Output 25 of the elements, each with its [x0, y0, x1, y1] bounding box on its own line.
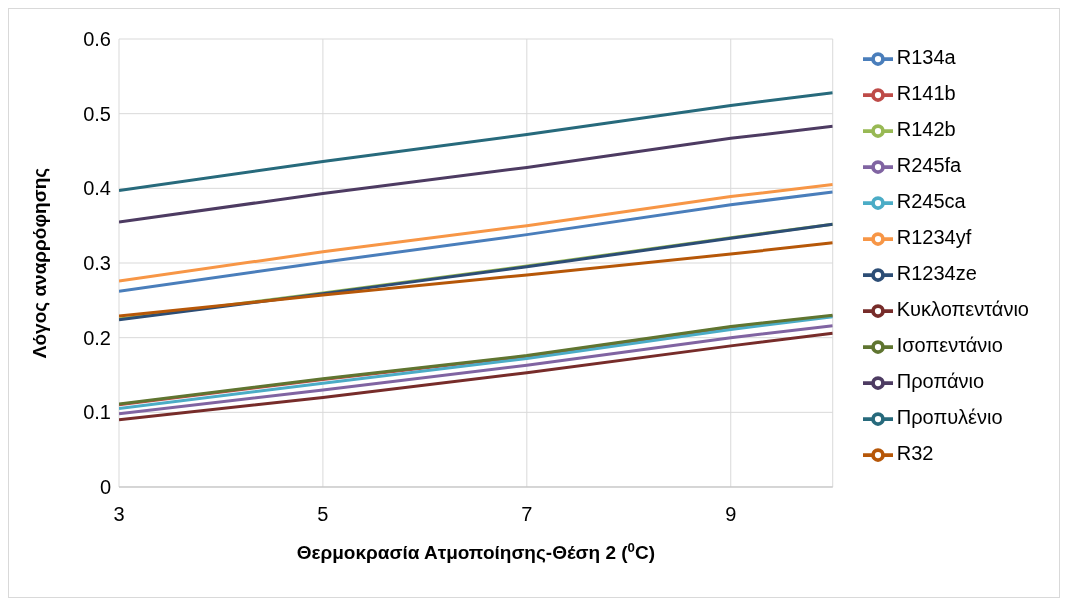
- y-tick-label: 0.4: [83, 177, 111, 200]
- legend-label: R32: [896, 442, 934, 464]
- x-tick-label: 7: [521, 503, 533, 526]
- legend-label: R1234ze: [896, 262, 977, 284]
- x-tick-label: 3: [113, 503, 125, 526]
- x-tick-label: 9: [725, 503, 737, 526]
- y-tick-label: 0.2: [83, 326, 111, 349]
- legend-label: Κυκλοπεντάνιο: [896, 298, 1029, 320]
- legend-label: R245ca: [896, 190, 966, 212]
- y-axis-title: Λόγος αναρρόφησης: [28, 167, 50, 359]
- legend-label: R1234yf: [896, 226, 972, 248]
- legend-label: Προπάνιο: [896, 370, 985, 392]
- legend-label: R142b: [896, 118, 956, 140]
- x-tick-label: 5: [317, 503, 329, 526]
- y-tick-label: 0.3: [83, 252, 111, 275]
- legend-label: Ισοπεντάνιο: [896, 334, 1003, 356]
- legend-label: R245fa: [896, 154, 962, 176]
- legend-label: Προπυλένιο: [896, 406, 1003, 428]
- y-tick-label: 0.6: [83, 28, 111, 51]
- legend-label: R134a: [896, 46, 956, 68]
- legend-label: R141b: [896, 82, 956, 104]
- y-tick-label: 0.1: [83, 401, 111, 424]
- x-axis-title: Θερμοκρασία Ατμοποίησης-Θέση 2 ($^{0}$C): [296, 539, 656, 563]
- y-tick-label: 0.5: [83, 102, 111, 125]
- y-tick-label: 0: [99, 476, 111, 499]
